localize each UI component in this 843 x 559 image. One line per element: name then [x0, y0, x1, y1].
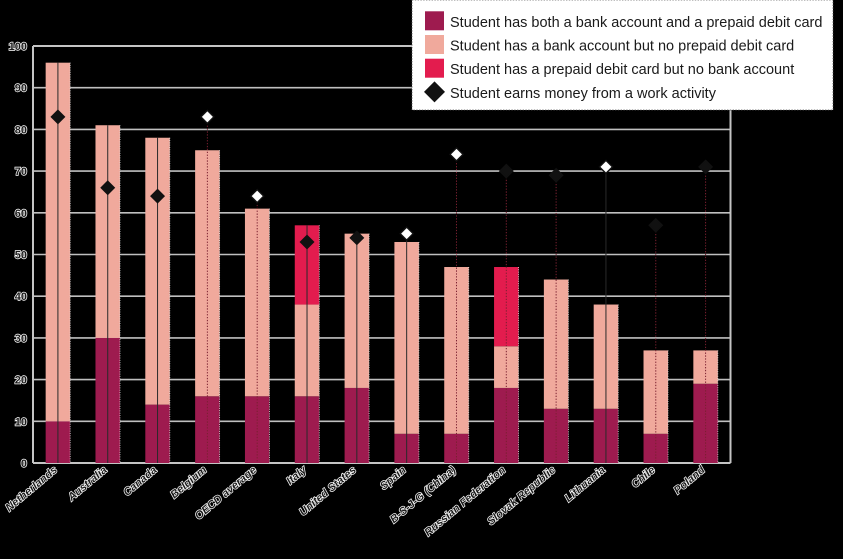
- svg-text:70: 70: [15, 166, 27, 178]
- svg-text:Italy: Italy: [284, 464, 309, 488]
- svg-text:80: 80: [15, 124, 27, 136]
- svg-text:Australia: Australia: [65, 464, 110, 504]
- svg-text:Lithuania: Lithuania: [563, 464, 608, 505]
- svg-text:Student has a bank account but: Student has a bank account but no prepai…: [450, 39, 794, 55]
- svg-text:20: 20: [15, 375, 27, 387]
- svg-text:Belgium: Belgium: [168, 464, 209, 501]
- svg-text:Canada: Canada: [121, 464, 159, 499]
- svg-text:Student has both a bank accoun: Student has both a bank account and a pr…: [450, 15, 822, 31]
- svg-text:30: 30: [15, 333, 27, 345]
- svg-text:Poland: Poland: [672, 464, 708, 497]
- svg-text:40: 40: [15, 291, 27, 303]
- svg-text:10: 10: [15, 416, 27, 428]
- svg-text:0: 0: [21, 458, 27, 470]
- svg-text:Student earns money from a wor: Student earns money from a work activity: [450, 86, 717, 102]
- svg-text:Chile: Chile: [629, 464, 657, 490]
- svg-text:Russian Federation: Russian Federation: [422, 464, 508, 539]
- svg-text:90: 90: [15, 83, 27, 95]
- svg-text:50: 50: [15, 250, 27, 262]
- svg-text:100: 100: [9, 41, 27, 53]
- svg-text:Spain: Spain: [378, 464, 409, 493]
- svg-text:Student has a prepaid debit ca: Student has a prepaid debit card but no …: [450, 62, 794, 78]
- svg-text:60: 60: [15, 208, 27, 220]
- svg-text:Netherlands: Netherlands: [3, 464, 59, 514]
